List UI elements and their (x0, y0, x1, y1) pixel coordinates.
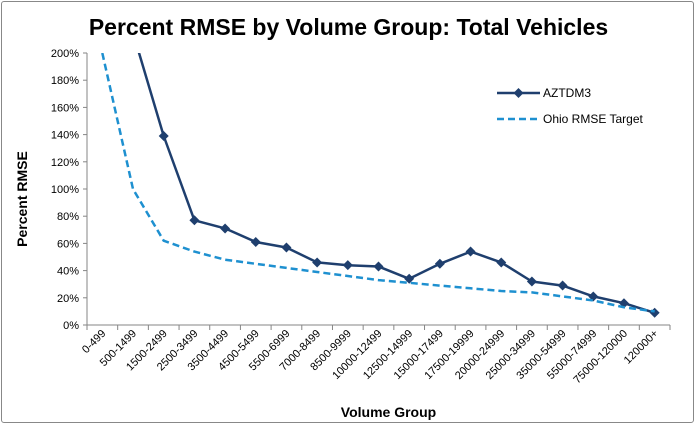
chart-title: Percent RMSE by Volume Group: Total Vehi… (88, 14, 609, 40)
data-point-marker (649, 307, 660, 318)
y-tick-label: 120% (51, 157, 79, 169)
data-point-marker (250, 237, 261, 248)
y-tick-label: 200% (51, 48, 79, 60)
legend-label: AZTDM3 (543, 86, 591, 100)
y-tick-label: 140% (51, 130, 79, 142)
data-point-marker (312, 257, 323, 268)
data-point-marker (404, 273, 415, 284)
y-tick-label: 100% (51, 184, 79, 196)
x-tick-label: 75000-120000 (571, 328, 630, 387)
y-tick-label: 40% (57, 266, 79, 278)
data-point-marker (557, 280, 568, 291)
series-line-aztdm3 (137, 53, 656, 314)
data-point-marker (281, 242, 292, 253)
legend-marker (513, 88, 524, 98)
data-point-marker (189, 215, 200, 226)
data-point-marker (526, 276, 537, 287)
y-tick-label: 180% (51, 75, 79, 87)
y-tick-label: 60% (57, 238, 79, 250)
x-tick-label: 0-499 (80, 328, 108, 356)
data-point-marker (496, 257, 507, 268)
x-axis-title: Volume Group (341, 404, 436, 420)
y-tick-label: 80% (57, 211, 79, 223)
y-axis-title: Percent RMSE (14, 151, 30, 247)
y-tick-label: 20% (57, 293, 79, 305)
y-tick-label: 0% (63, 320, 79, 332)
data-point-marker (434, 258, 445, 269)
data-point-marker (342, 260, 353, 271)
data-point-marker (158, 130, 169, 141)
data-point-marker (220, 223, 231, 234)
series-line-ohio-target (101, 53, 655, 313)
x-tick-label: 120000+ (622, 328, 661, 367)
data-point-marker (373, 261, 384, 272)
data-point-marker (465, 246, 476, 257)
legend-label: Ohio RMSE Target (543, 112, 643, 126)
y-tick-label: 160% (51, 102, 79, 114)
